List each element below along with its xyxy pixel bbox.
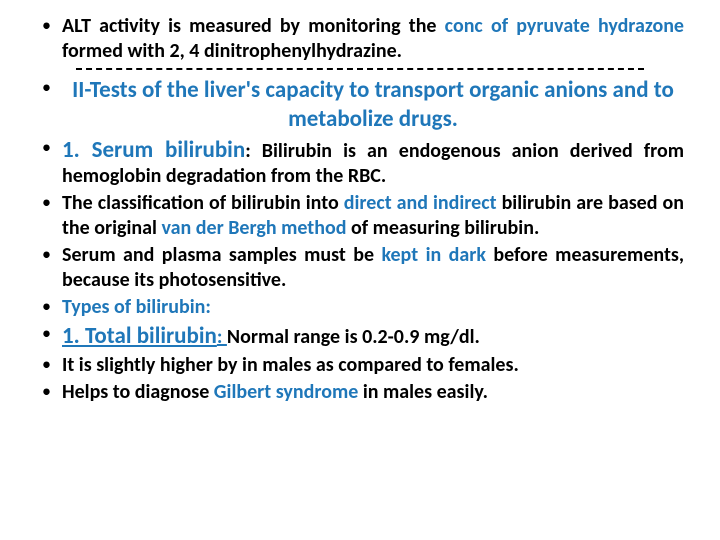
bullet-list: ALT activity is measured by monitoring t… [36, 14, 684, 405]
slide-page: ALT activity is measured by monitoring t… [0, 0, 720, 540]
text-span: van der Bergh method [161, 216, 351, 240]
text-span: kept in dark [381, 243, 493, 267]
bullet-subheader: II-Tests of the liver's capacity to tran… [36, 76, 684, 134]
text-span: pyruvate hydrazone [516, 14, 684, 38]
text-span: Serum and plasma samples must be [62, 243, 381, 267]
text-span: direct and indirect [344, 191, 502, 215]
bullet-alt: ALT activity is measured by monitoring t… [36, 14, 684, 64]
bullet-gilbert: Helps to diagnose Gilbert syndrome in ma… [36, 380, 684, 405]
text-span: The classification of bilirubin into [62, 191, 344, 215]
text-span: Helps to diagnose [62, 380, 214, 404]
text-span: 1. Total bilirubin [62, 322, 217, 350]
text-span: Normal range is 0.2-0.9 mg/dl. [227, 325, 480, 349]
bullet-males: It is slightly higher by in males as com… [36, 353, 684, 378]
text-span: of measuring bilirubin. [351, 216, 539, 240]
bullet-classification: The classification of bilirubin into dir… [36, 191, 684, 241]
text-span: ALT activity is measured by monitoring t… [62, 14, 445, 38]
bullet-types: Types of bilirubin: [36, 295, 684, 320]
text-span: conc of [445, 14, 517, 38]
text-span: It is slightly higher by in males as com… [62, 353, 519, 377]
text-span: in males easily. [363, 380, 488, 404]
text-span: Types of bilirubin: [62, 295, 211, 319]
text-span: II-Tests of the liver's capacity to tran… [72, 76, 674, 133]
bullet-total: 1. Total bilirubin: Normal range is 0.2-… [36, 322, 684, 351]
bullet-serum-bili: 1. Serum bilirubin: Bilirubin is an endo… [36, 136, 684, 190]
text-span: : [217, 325, 227, 349]
text-span: 1. Serum bilirubin [62, 136, 245, 164]
bullet-dark: Serum and plasma samples must be kept in… [36, 243, 684, 293]
text-span: formed with 2, 4 dinitrophenylhydrazine. [62, 39, 402, 63]
text-span: Gilbert syndrome [214, 380, 363, 404]
divider [76, 68, 644, 70]
